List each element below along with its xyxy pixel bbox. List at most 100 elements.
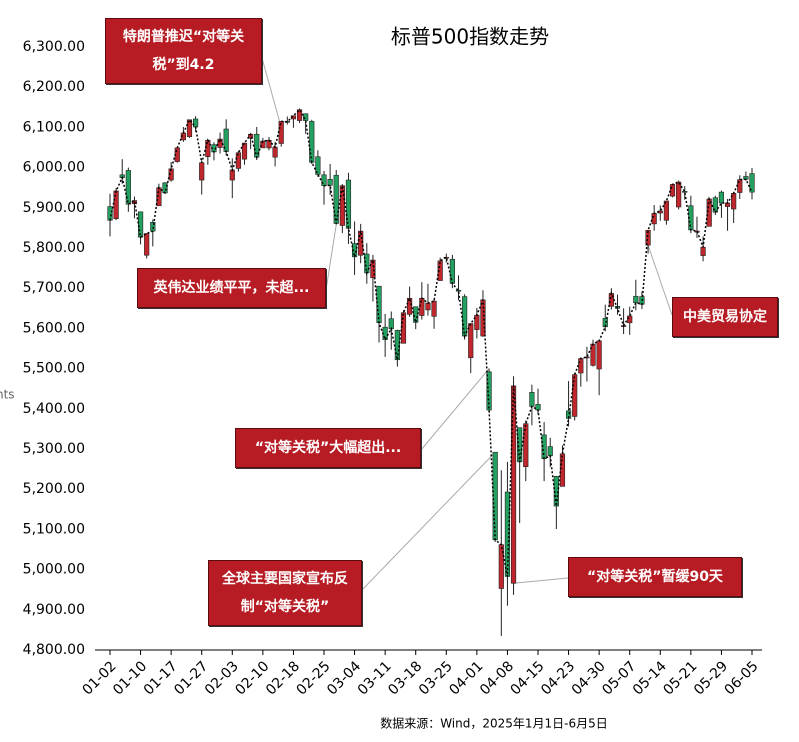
candle-body: [400, 312, 407, 344]
x-tick-label: 03-11: [355, 658, 395, 698]
candle-body: [517, 427, 523, 463]
candle-body: [559, 453, 566, 487]
x-tick-label: 02-03: [202, 658, 242, 698]
y-tick-label: 5,400.00: [23, 401, 85, 417]
annotation: “对等关税”大幅超出...: [235, 428, 421, 468]
chart-title: 标普500指数走势: [391, 25, 549, 49]
x-tick-label: 04-15: [508, 658, 548, 698]
x-tick-label: 03-18: [385, 658, 425, 698]
close-line: [109, 108, 753, 577]
x-tick-label: 03-25: [416, 658, 456, 698]
y-tick-label: 5,900.00: [23, 200, 85, 216]
candle-body: [663, 200, 669, 221]
annotation: 特朗普推迟“对等关税”到4.2: [105, 18, 262, 84]
candle-body: [199, 162, 205, 181]
y-tick-label: 6,000.00: [23, 160, 85, 176]
y-tick-label: 5,200.00: [23, 481, 85, 497]
candle-body: [309, 121, 315, 163]
candle-body: [651, 213, 657, 225]
candle-body: [578, 358, 584, 374]
candle-body: [303, 113, 309, 121]
leader-line: [361, 451, 496, 591]
candle-body: [437, 260, 443, 281]
candle-body: [284, 121, 290, 123]
candle-body: [468, 323, 474, 359]
candle-body: [682, 191, 688, 193]
candle-body: [107, 206, 113, 221]
x-tick-label: 04-08: [477, 658, 517, 698]
x-tick-label: 02-10: [232, 658, 272, 698]
candle-body: [633, 295, 639, 303]
candle-body: [596, 340, 602, 370]
y-tick-label: 4,800.00: [23, 642, 85, 658]
candle-body: [627, 315, 633, 324]
y-tick-label: 5,300.00: [23, 441, 85, 457]
candle-body: [168, 168, 174, 181]
candle-body: [241, 142, 248, 160]
x-tick-label: 05-14: [630, 658, 670, 698]
candle-body: [339, 185, 345, 226]
y-axis-label: nts: [0, 388, 15, 402]
y-tick-label: 6,200.00: [23, 79, 85, 95]
candle-body: [669, 184, 676, 197]
candle-body: [327, 178, 333, 186]
x-tick-label: 06-05: [722, 658, 762, 698]
candle-body: [749, 173, 755, 193]
candle-body: [455, 289, 462, 292]
leader-line: [325, 224, 337, 291]
candle-body: [235, 152, 241, 169]
candle-body: [125, 170, 131, 205]
x-tick-label: 03-04: [324, 658, 364, 698]
candle-body: [315, 156, 321, 175]
candle-body: [407, 297, 413, 315]
candle-body: [413, 306, 419, 323]
candle-body: [718, 191, 725, 204]
candle-body: [394, 330, 400, 361]
candle-body: [260, 140, 266, 149]
candle-body: [608, 293, 614, 307]
candle-body: [162, 182, 168, 194]
x-tick-label: 01-02: [80, 658, 120, 698]
leader-line: [513, 577, 569, 584]
x-tick-label: 04-23: [538, 658, 578, 698]
y-tick-label: 6,300.00: [23, 39, 85, 55]
candle-body: [547, 446, 553, 457]
candle-body: [193, 118, 199, 128]
leader-line: [261, 57, 282, 128]
x-tick-label: 02-25: [294, 658, 334, 698]
annotation: “对等关税”暂缓90天: [568, 557, 742, 597]
x-tick-label: 04-30: [569, 658, 609, 698]
candle-body: [565, 410, 572, 419]
source-note: 数据来源：Wind，2025年1月1日-6月5日: [380, 716, 608, 731]
candle-body: [510, 385, 517, 584]
candle-body: [523, 423, 529, 467]
candle-body: [486, 371, 492, 411]
candle-body: [290, 115, 297, 120]
x-tick-label: 02-18: [263, 658, 303, 698]
y-tick-label: 5,100.00: [23, 521, 85, 537]
x-tick-label: 05-21: [660, 658, 700, 698]
annotation: 中美贸易协定: [672, 297, 778, 337]
x-tick-label: 01-17: [141, 658, 181, 698]
x-tick-label: 05-29: [691, 658, 731, 698]
candle-body: [321, 174, 327, 186]
candle-body: [676, 181, 682, 208]
candle-body: [474, 314, 480, 330]
annotation: 英伟达业绩平平，未超...: [137, 268, 326, 308]
candle-body: [370, 259, 376, 279]
candle-body: [345, 179, 352, 229]
y-tick-label: 5,700.00: [23, 280, 85, 296]
x-tick-label: 01-10: [110, 658, 150, 698]
candle-body: [266, 139, 272, 149]
candle-body: [431, 300, 437, 317]
x-tick-label: 01-27: [171, 658, 211, 698]
x-tick-label: 05-07: [599, 658, 639, 698]
y-tick-label: 5,000.00: [23, 562, 85, 578]
y-tick-label: 5,500.00: [23, 361, 85, 377]
candle-body: [144, 233, 150, 256]
candle-body: [462, 296, 468, 337]
candle-body: [645, 230, 651, 246]
candle-body: [602, 318, 608, 328]
